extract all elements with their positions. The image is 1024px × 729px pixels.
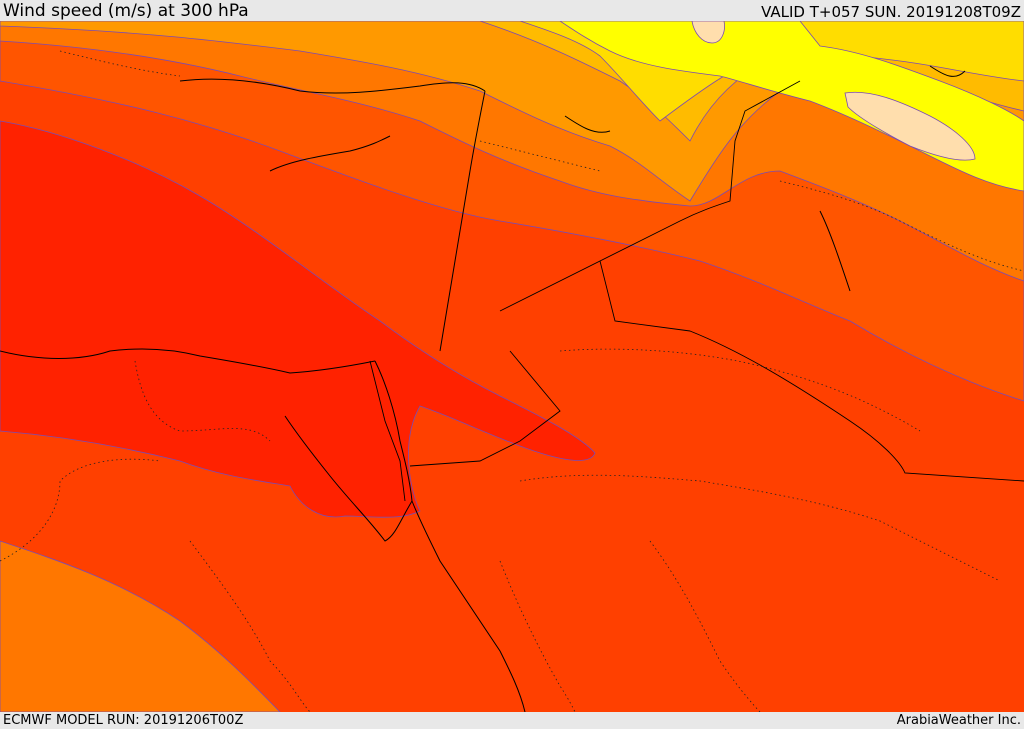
map-footer: ECMWF MODEL RUN: 20191206T00Z ArabiaWeat…: [0, 712, 1024, 729]
map-canvas: [0, 21, 1024, 712]
coastlines: [0, 65, 966, 712]
valid-time-label: VALID T+057 SUN. 20191208T09Z: [761, 3, 1021, 21]
internal-boundaries: [0, 50, 1024, 712]
map-header: Wind speed (m/s) at 300 hPa VALID T+057 …: [0, 0, 1024, 21]
map-title: Wind speed (m/s) at 300 hPa: [3, 1, 249, 21]
political-borders: [369, 80, 1024, 502]
model-run-label: ECMWF MODEL RUN: 20191206T00Z: [3, 713, 244, 728]
band-lightest-patch-east: [844, 91, 976, 161]
band-orange-south: [0, 540, 281, 712]
band-red-core: [0, 120, 596, 518]
wind-speed-map: [0, 21, 1024, 712]
band-lightest-patch-north: [691, 21, 725, 44]
credit-label: ArabiaWeather Inc.: [896, 713, 1021, 728]
